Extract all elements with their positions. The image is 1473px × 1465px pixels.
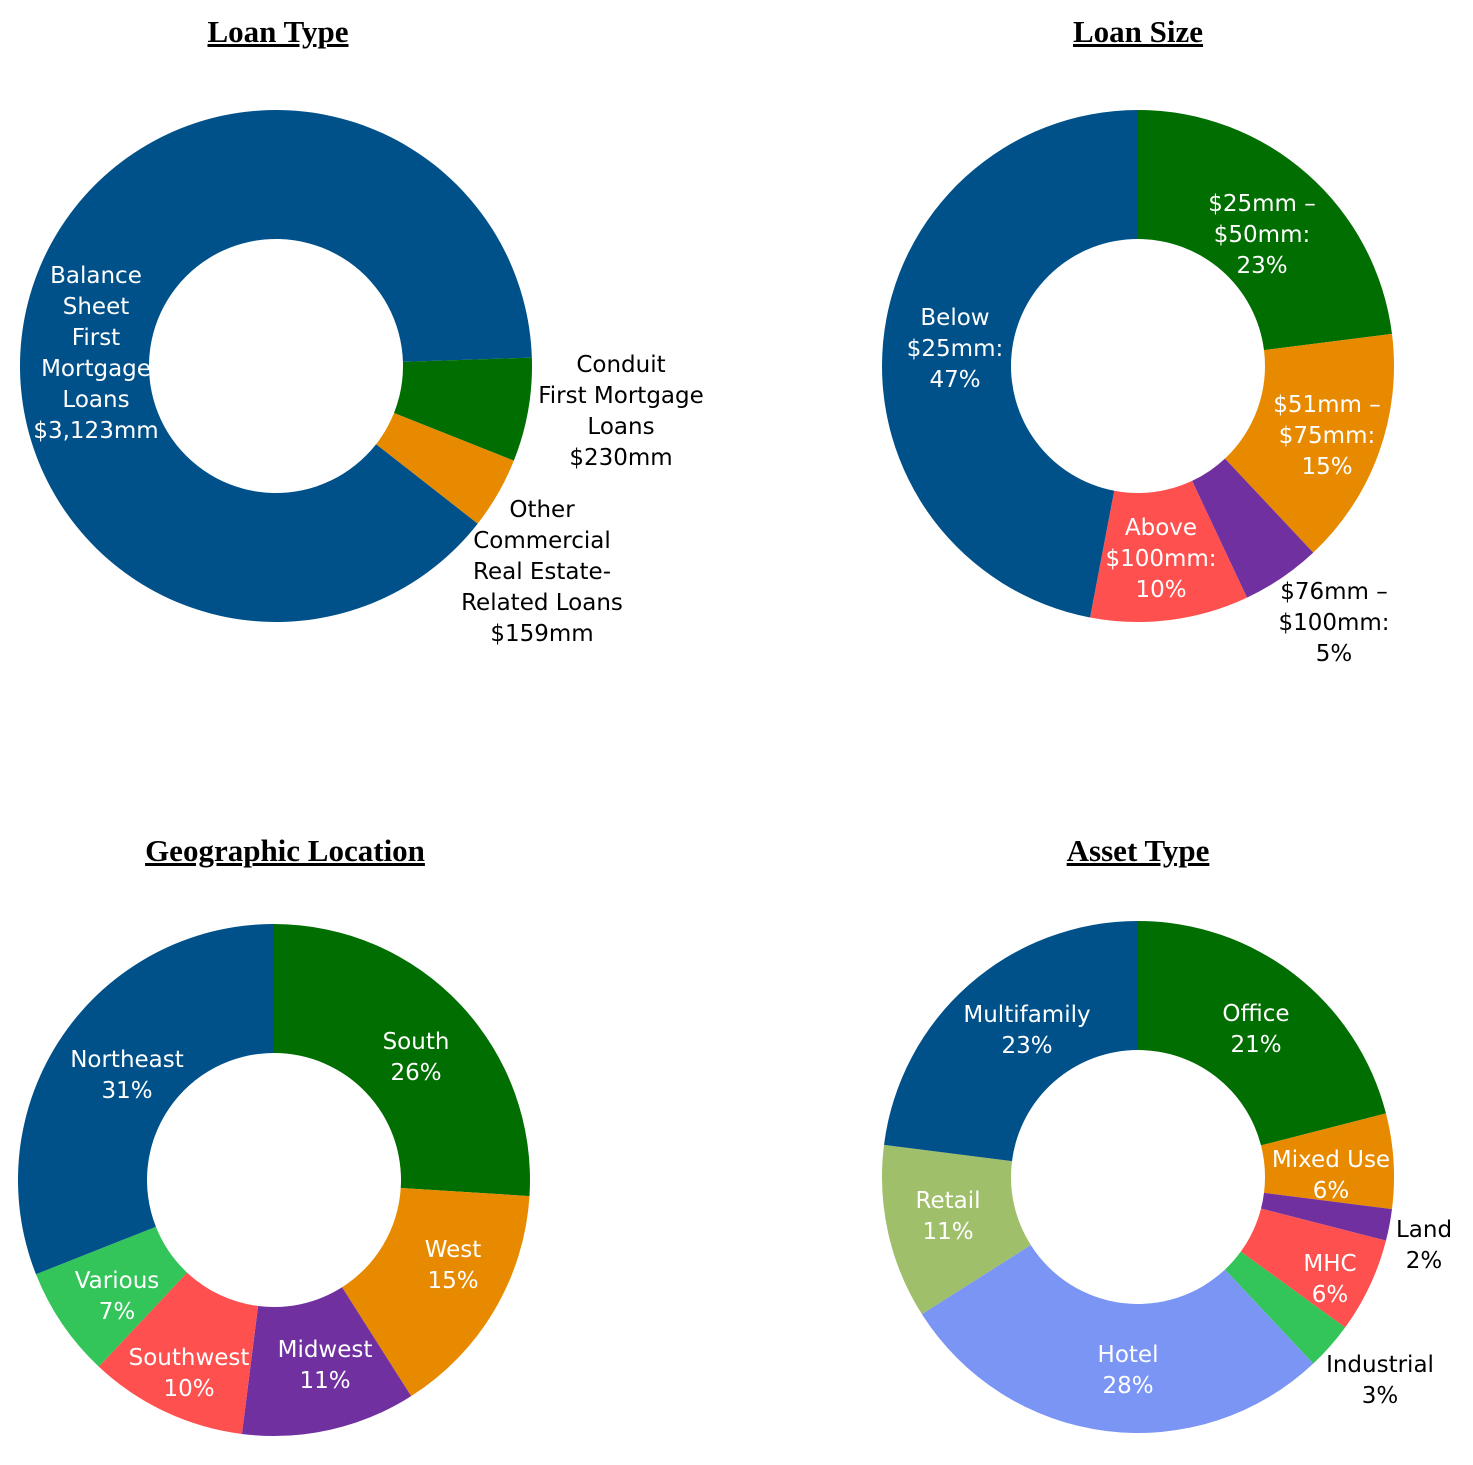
data-label: Other Commercial Real Estate-Related Loans… (461, 497, 623, 647)
data-label: Below $25mm: 47% (907, 305, 1003, 393)
donut-slice-balance-sheet-first-mortgage-loans (19, 109, 532, 622)
donut-slice-76mm-100mm (1192, 458, 1314, 598)
data-label: Conduit First Mortgage Loans $230mm (538, 352, 704, 471)
chart-title-loan-size: Loan Size (1072, 14, 1204, 49)
chart-title-asset-type: Asset Type (1066, 833, 1210, 868)
data-label: Multifamily 23% (963, 1002, 1090, 1059)
data-label: South 26% (383, 1029, 450, 1086)
data-label: $51mm – $75mm: 15% (1273, 392, 1381, 480)
donut-slice-51mm-75mm (1224, 333, 1394, 553)
data-label: MHC 6% (1303, 1251, 1356, 1308)
data-label: Northeast 31% (70, 1047, 184, 1104)
donut-slice-mhc (1240, 1208, 1386, 1328)
data-label: Various 7% (75, 1268, 160, 1325)
donut-slice-west (342, 1187, 530, 1397)
data-label: Hotel 28% (1098, 1342, 1159, 1399)
donut-slice-conduit-first-mortgage-loans (393, 357, 532, 461)
donut-slice-land (1261, 1192, 1392, 1241)
donut-slice-hotel (921, 1245, 1314, 1433)
donut-slice-multifamily (884, 921, 1138, 1162)
donut-slice-office (1138, 921, 1386, 1146)
data-label: Balance Sheet First Mortgage Loans $3,123mm (33, 263, 158, 444)
data-label: Southwest 10% (129, 1345, 250, 1402)
data-label: Land 2% (1396, 1217, 1452, 1274)
donut-slice-south (274, 924, 530, 1197)
data-label: Industrial 3% (1326, 1352, 1434, 1409)
donut-slice-retail (882, 1144, 1031, 1315)
data-label: Retail 11% (916, 1188, 981, 1245)
donut-slice-25mm-50mm (1138, 110, 1392, 351)
donut-slice-various (35, 1226, 188, 1367)
chart-title-loan-type: Loan Type (207, 14, 349, 49)
data-label: Midwest 11% (278, 1337, 373, 1394)
donut-slice-industrial (1224, 1251, 1346, 1364)
donut-slice-southwest (98, 1272, 259, 1434)
data-label: Mixed Use 6% (1272, 1147, 1390, 1204)
data-label: Office 21% (1222, 1001, 1289, 1058)
data-label: West 15% (425, 1237, 482, 1294)
donut-slice-northeast (18, 924, 275, 1275)
donut-slice-mixed-use (1261, 1113, 1394, 1210)
data-label: Above $100mm: 10% (1105, 515, 1216, 603)
donut-slice-below-25mm (881, 110, 1138, 618)
donut-slice-midwest (241, 1287, 412, 1436)
data-label: $25mm – $50mm: 23% (1208, 191, 1316, 279)
chart-title-geographic-location: Geographic Location (145, 833, 425, 868)
donut-slice-above-100mm (1090, 480, 1247, 622)
data-label: $76mm – $100mm: 5% (1278, 579, 1389, 667)
donut-slice-other-commercial-real-estate-related-loans (376, 412, 514, 524)
